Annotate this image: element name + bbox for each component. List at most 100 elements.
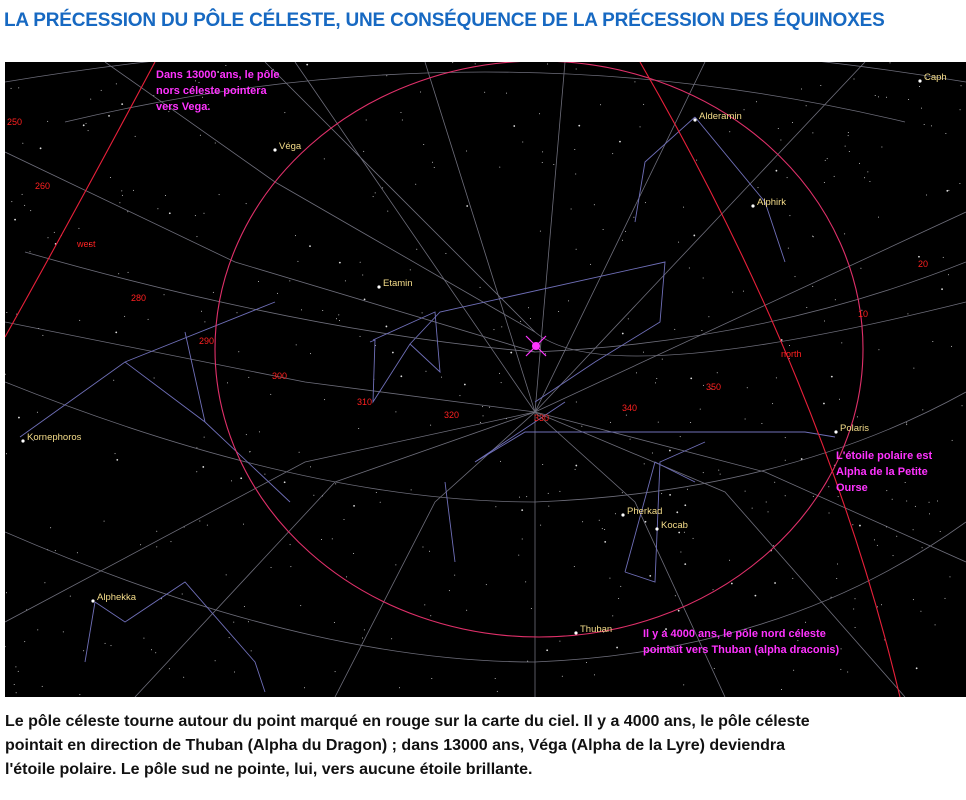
background-star — [558, 311, 560, 313]
background-star — [206, 524, 208, 526]
background-star — [876, 606, 878, 608]
background-star — [410, 489, 412, 491]
background-star — [661, 358, 663, 360]
background-star — [702, 472, 704, 474]
azimuth-label: 320 — [444, 410, 459, 420]
background-star — [203, 436, 205, 438]
background-star — [240, 477, 243, 480]
background-star — [942, 256, 944, 258]
background-star — [545, 353, 547, 355]
background-star — [264, 473, 266, 475]
background-star — [283, 481, 286, 484]
background-star — [699, 408, 701, 410]
background-star — [690, 377, 693, 380]
background-star — [828, 486, 830, 488]
background-star — [702, 384, 704, 386]
star-label: Thuban — [580, 624, 612, 635]
background-star — [680, 551, 682, 553]
star — [574, 631, 578, 635]
background-star — [574, 148, 576, 150]
background-star — [730, 582, 733, 585]
background-star — [15, 666, 17, 668]
background-star — [908, 98, 910, 100]
background-star — [949, 576, 951, 578]
background-star — [395, 564, 397, 566]
background-star — [6, 312, 8, 314]
background-star — [683, 684, 685, 686]
azimuth-label: 250 — [7, 117, 22, 127]
background-star — [643, 463, 645, 465]
background-star — [119, 202, 121, 204]
background-star — [400, 111, 402, 113]
caption-line: Le pôle céleste tourne autour du point m… — [5, 713, 810, 730]
background-star — [800, 458, 803, 460]
background-star — [926, 194, 928, 196]
background-star — [488, 406, 490, 408]
background-star — [618, 597, 620, 599]
azimuth-label: 260 — [35, 181, 50, 191]
background-star — [202, 466, 205, 468]
background-star — [372, 196, 374, 198]
background-star — [521, 538, 523, 540]
background-star — [867, 171, 869, 173]
star — [621, 513, 625, 517]
grid-line — [5, 151, 536, 353]
background-star — [53, 231, 55, 233]
background-star — [44, 582, 46, 584]
background-star — [147, 318, 149, 320]
background-star — [79, 319, 81, 321]
background-star — [54, 550, 56, 552]
background-star — [633, 216, 635, 218]
background-star — [792, 121, 794, 123]
background-star — [644, 202, 646, 204]
grid-line — [334, 62, 566, 697]
background-star — [207, 103, 209, 105]
grid-arc — [64, 71, 906, 123]
background-star — [864, 177, 866, 179]
background-star — [889, 62, 891, 64]
background-star — [289, 544, 291, 546]
background-star — [582, 521, 584, 523]
background-star — [906, 424, 908, 426]
background-star — [374, 192, 376, 194]
background-star — [421, 312, 423, 314]
background-star — [6, 453, 8, 455]
background-star — [585, 662, 587, 664]
background-star — [445, 252, 447, 254]
background-star — [202, 96, 204, 98]
star — [655, 527, 659, 531]
constellation-line — [372, 311, 441, 374]
background-star — [225, 64, 227, 66]
background-star — [289, 280, 291, 282]
background-star — [806, 306, 808, 308]
background-star — [127, 271, 129, 273]
background-star — [526, 496, 528, 498]
background-star — [612, 615, 614, 617]
background-star — [854, 598, 856, 600]
background-star — [729, 131, 731, 133]
background-star — [243, 523, 245, 525]
annotation: Il y a 4000 ans, le pôle nord céleste — [643, 628, 826, 640]
background-star — [270, 393, 272, 395]
background-star — [847, 132, 849, 134]
background-star — [233, 621, 235, 623]
background-star — [837, 496, 839, 498]
labels: Caph Alderamin Alphirk Véga Etamin Kornephoro… — [7, 69, 947, 656]
caption: Le pôle céleste tourne autour du point m… — [5, 710, 810, 782]
background-star — [409, 269, 411, 271]
background-star — [946, 189, 949, 192]
background-star — [530, 608, 532, 610]
background-star — [400, 375, 403, 378]
annotation: Dans 13000 ans, le pôle — [156, 69, 280, 81]
background-star — [401, 119, 403, 121]
background-star — [757, 187, 759, 189]
background-star — [85, 122, 87, 124]
background-star — [539, 113, 541, 115]
grid-arc — [5, 521, 966, 663]
background-star — [805, 105, 807, 107]
background-star — [163, 294, 165, 296]
background-star — [150, 649, 152, 651]
background-star — [323, 158, 325, 160]
background-star — [258, 431, 260, 433]
background-star — [811, 235, 813, 237]
